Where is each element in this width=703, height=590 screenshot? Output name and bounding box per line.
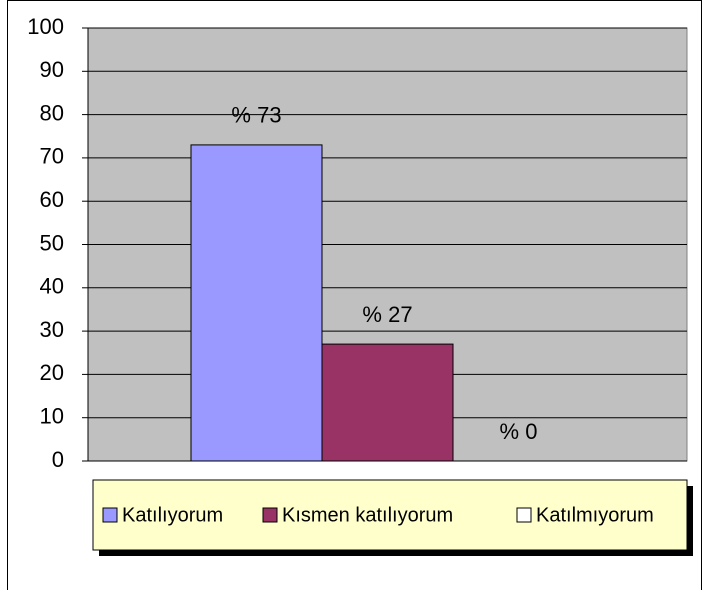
- legend-label: Katılıyorum: [122, 504, 223, 526]
- y-tick-label: 100: [27, 14, 64, 39]
- y-tick-label: 70: [40, 144, 64, 169]
- data-label: % 27: [362, 302, 412, 327]
- data-label: % 73: [231, 103, 281, 128]
- y-tick-label: 80: [40, 100, 64, 125]
- legend-label: Kısmen katılıyorum: [282, 504, 453, 526]
- legend-marker: [102, 507, 118, 523]
- bar: [190, 144, 323, 462]
- y-tick-label: 90: [40, 57, 64, 82]
- data-label: % 0: [500, 419, 538, 444]
- legend-marker: [262, 507, 278, 523]
- y-tick-label: 20: [40, 360, 64, 385]
- legend-label: Katılmıyorum: [536, 504, 654, 526]
- y-tick-label: 40: [40, 274, 64, 299]
- y-tick-label: 30: [40, 317, 64, 342]
- y-tick-label: 50: [40, 230, 64, 255]
- y-tick-label: 10: [40, 404, 64, 429]
- y-tick-label: 0: [52, 447, 64, 472]
- bar: [321, 343, 454, 462]
- legend-marker: [516, 507, 532, 523]
- legend: [92, 479, 688, 551]
- y-tick-label: 60: [40, 187, 64, 212]
